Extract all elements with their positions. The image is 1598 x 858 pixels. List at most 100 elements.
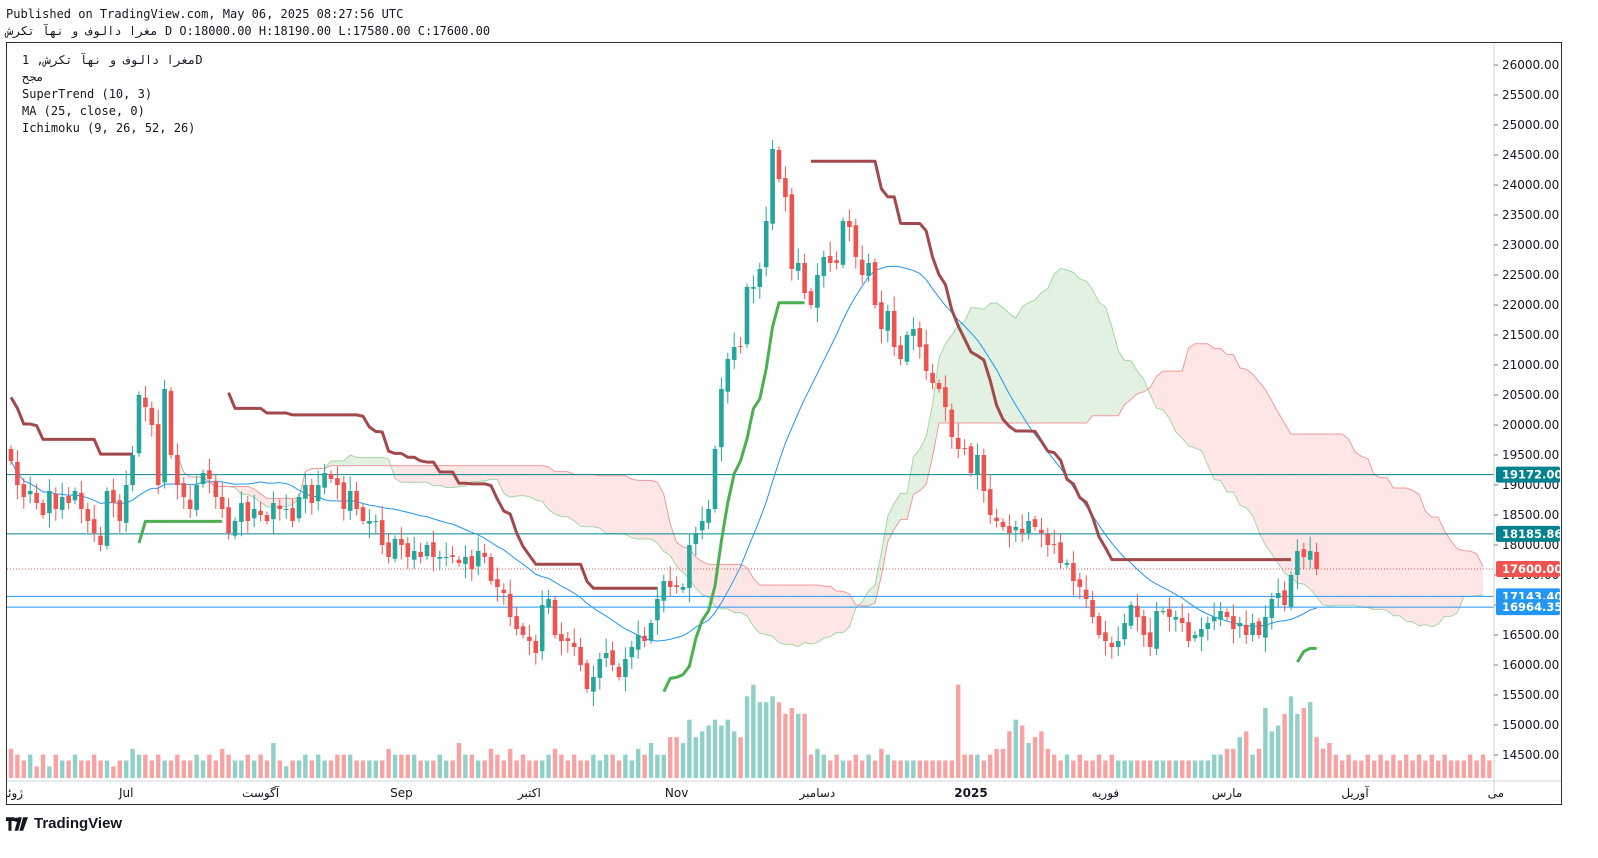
candle[interactable]	[271, 503, 276, 520]
candle[interactable]	[571, 642, 577, 647]
candle[interactable]	[264, 515, 270, 521]
candle[interactable]	[546, 599, 551, 608]
candle[interactable]	[898, 345, 903, 359]
candle[interactable]	[219, 497, 225, 509]
candle[interactable]	[1039, 529, 1044, 533]
candle[interactable]	[629, 647, 635, 658]
candle[interactable]	[744, 287, 750, 345]
candle[interactable]	[469, 556, 475, 569]
candle[interactable]	[879, 302, 884, 329]
candle[interactable]	[72, 491, 78, 501]
candle[interactable]	[1199, 629, 1204, 637]
candle[interactable]	[655, 599, 660, 621]
candle[interactable]	[565, 638, 571, 641]
candle[interactable]	[1077, 579, 1083, 587]
candle[interactable]	[136, 395, 142, 454]
candle[interactable]	[840, 221, 846, 265]
candle[interactable]	[104, 491, 110, 546]
candle[interactable]	[1211, 617, 1217, 622]
candle[interactable]	[539, 605, 545, 652]
candle[interactable]	[27, 491, 33, 495]
candle[interactable]	[1058, 542, 1063, 563]
candle[interactable]	[40, 503, 46, 515]
candle[interactable]	[1147, 632, 1153, 647]
candle[interactable]	[1128, 605, 1134, 626]
candle[interactable]	[776, 149, 782, 179]
candle[interactable]	[923, 344, 929, 371]
candle[interactable]	[1237, 623, 1243, 627]
candle[interactable]	[450, 555, 455, 557]
candle[interactable]	[949, 409, 955, 437]
candle[interactable]	[117, 500, 123, 521]
candle[interactable]	[962, 448, 967, 450]
candle[interactable]	[847, 221, 852, 227]
candle[interactable]	[85, 509, 91, 521]
tradingview-logo[interactable]: TradingView	[6, 815, 122, 832]
candle[interactable]	[936, 383, 942, 389]
candle[interactable]	[757, 269, 763, 287]
candle[interactable]	[1243, 624, 1249, 635]
candle[interactable]	[667, 581, 673, 587]
candle[interactable]	[930, 372, 935, 383]
candle[interactable]	[1026, 521, 1031, 533]
candle[interactable]	[1096, 616, 1102, 635]
candle[interactable]	[194, 485, 199, 510]
chart[interactable]: 14500.00 15000.00 15500.00 16000.00 16500.00…	[7, 43, 1561, 804]
candle[interactable]	[91, 519, 97, 533]
candle[interactable]	[418, 551, 423, 557]
candle[interactable]	[482, 552, 487, 557]
candle[interactable]	[783, 178, 788, 197]
candle[interactable]	[21, 484, 27, 497]
candle[interactable]	[1051, 544, 1057, 546]
candle[interactable]	[770, 149, 775, 224]
candle[interactable]	[98, 535, 103, 545]
candle[interactable]	[975, 455, 980, 475]
candle[interactable]	[885, 311, 891, 331]
candle[interactable]	[335, 478, 340, 485]
candle[interactable]	[175, 455, 180, 485]
candle[interactable]	[200, 473, 206, 485]
candle[interactable]	[616, 666, 622, 677]
candle[interactable]	[1045, 533, 1051, 545]
candle[interactable]	[533, 641, 539, 653]
candle[interactable]	[853, 225, 859, 257]
candle[interactable]	[15, 461, 20, 485]
candle[interactable]	[1103, 632, 1108, 641]
candle[interactable]	[1154, 611, 1159, 649]
candle[interactable]	[143, 397, 148, 407]
candle[interactable]	[1314, 551, 1319, 569]
candle[interactable]	[1192, 635, 1198, 639]
candle[interactable]	[367, 521, 372, 524]
candle[interactable]	[1186, 622, 1191, 641]
candle[interactable]	[296, 497, 302, 519]
candle[interactable]	[802, 263, 807, 293]
candle[interactable]	[559, 634, 564, 641]
candle[interactable]	[1083, 589, 1089, 599]
candle[interactable]	[994, 517, 999, 521]
candle[interactable]	[987, 489, 993, 515]
candle[interactable]	[680, 587, 686, 590]
candle[interactable]	[795, 263, 801, 271]
candle[interactable]	[34, 492, 39, 503]
candle[interactable]	[1160, 611, 1166, 612]
candle[interactable]	[1000, 521, 1006, 527]
candle[interactable]	[405, 543, 411, 557]
candle[interactable]	[226, 507, 231, 533]
candle[interactable]	[303, 485, 308, 499]
candle[interactable]	[1301, 549, 1307, 557]
candle[interactable]	[738, 346, 743, 348]
candle[interactable]	[859, 259, 865, 275]
candle[interactable]	[527, 636, 532, 641]
candle[interactable]	[1090, 599, 1095, 617]
candle[interactable]	[763, 221, 769, 268]
candle[interactable]	[1071, 563, 1076, 581]
candle[interactable]	[66, 496, 71, 503]
candle[interactable]	[181, 483, 187, 497]
candle[interactable]	[597, 659, 603, 678]
candle[interactable]	[392, 539, 398, 559]
candle[interactable]	[1295, 551, 1300, 575]
candle[interactable]	[437, 557, 443, 559]
candle[interactable]	[815, 275, 820, 308]
candle[interactable]	[821, 257, 827, 276]
candle[interactable]	[712, 449, 718, 509]
